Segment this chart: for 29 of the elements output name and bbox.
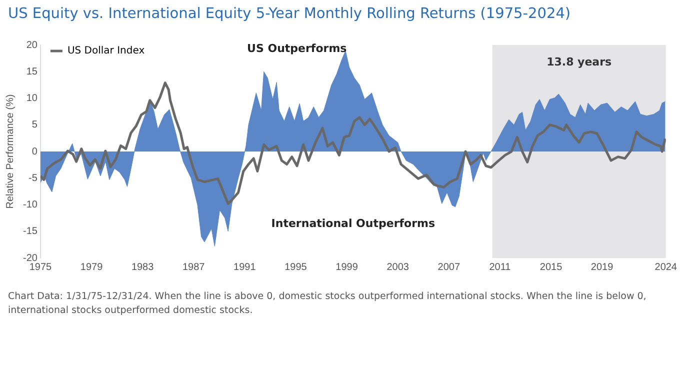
x-tick-label: 1975 <box>29 262 52 273</box>
x-tick-label: 1979 <box>80 262 104 273</box>
x-tick-label: 2015 <box>540 262 563 273</box>
chart-title: US Equity vs. International Equity 5-Year Monthly Rolling Returns (1975-2024) <box>8 6 571 22</box>
annotation: US Outperforms <box>247 42 348 56</box>
y-tick-label: 20 <box>26 40 38 51</box>
x-tick-label: 2019 <box>590 262 614 273</box>
annotation: International Outperforms <box>271 216 436 230</box>
x-tick-label: 1983 <box>131 262 154 273</box>
x-tick-label: 2007 <box>438 262 460 273</box>
x-tick-label: 1999 <box>336 262 358 273</box>
band-label: 13.8 years <box>546 55 612 68</box>
x-tick-label: 1991 <box>234 262 256 273</box>
y-tick-label: -20 <box>23 252 38 264</box>
y-tick-label: 0 <box>32 146 38 158</box>
y-tick-label: 5 <box>32 120 38 131</box>
x-tick-label: 2011 <box>489 262 512 273</box>
x-tick-label: 2024 <box>654 262 678 273</box>
x-tick-label: 1995 <box>284 262 308 273</box>
legend-label: US Dollar Index <box>67 46 145 57</box>
text: Chart Data: 1/31/75-12/31/24. When the line is above 0, domestic stocks outperformed international stocks. When the line is below 0, international stocks outperformed domestic stocks. <box>8 290 648 318</box>
y-tick-label: -10 <box>23 200 38 210</box>
y-tick-label: 15 <box>26 66 38 78</box>
y-tick-label: -5 <box>28 172 38 184</box>
x-tick-label: 2003 <box>386 262 410 273</box>
x-tick-label: 1987 <box>182 262 206 273</box>
y-tick-label: 10 <box>26 93 38 104</box>
y-tick-label: -15 <box>23 226 38 238</box>
y-axis-title: Relative Performance (%) <box>4 94 16 209</box>
